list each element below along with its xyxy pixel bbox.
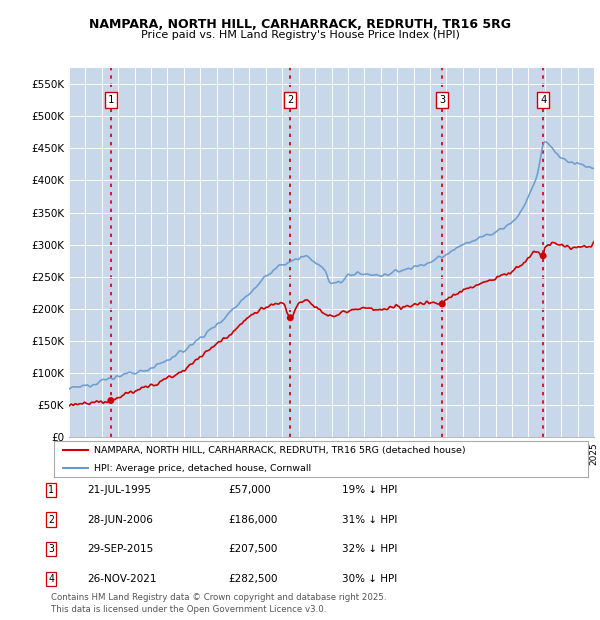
Text: 28-JUN-2006: 28-JUN-2006	[87, 515, 153, 525]
Text: 1: 1	[48, 485, 54, 495]
Text: £186,000: £186,000	[228, 515, 277, 525]
Text: NAMPARA, NORTH HILL, CARHARRACK, REDRUTH, TR16 5RG (detached house): NAMPARA, NORTH HILL, CARHARRACK, REDRUTH…	[94, 446, 466, 455]
Text: 3: 3	[48, 544, 54, 554]
Point	[437, 299, 447, 309]
Text: 2: 2	[287, 95, 293, 105]
Text: HPI: Average price, detached house, Cornwall: HPI: Average price, detached house, Corn…	[94, 464, 311, 473]
Text: £282,500: £282,500	[228, 574, 277, 584]
Text: 19% ↓ HPI: 19% ↓ HPI	[342, 485, 397, 495]
Text: 4: 4	[540, 95, 546, 105]
Text: 32% ↓ HPI: 32% ↓ HPI	[342, 544, 397, 554]
Text: Price paid vs. HM Land Registry's House Price Index (HPI): Price paid vs. HM Land Registry's House …	[140, 30, 460, 40]
Text: £57,000: £57,000	[228, 485, 271, 495]
Point	[106, 396, 116, 405]
Text: 1: 1	[108, 95, 114, 105]
Text: 3: 3	[439, 95, 445, 105]
Text: 31% ↓ HPI: 31% ↓ HPI	[342, 515, 397, 525]
Text: 21-JUL-1995: 21-JUL-1995	[87, 485, 151, 495]
Text: 26-NOV-2021: 26-NOV-2021	[87, 574, 157, 584]
Text: NAMPARA, NORTH HILL, CARHARRACK, REDRUTH, TR16 5RG: NAMPARA, NORTH HILL, CARHARRACK, REDRUTH…	[89, 19, 511, 31]
Text: 4: 4	[48, 574, 54, 584]
Text: Contains HM Land Registry data © Crown copyright and database right 2025.
This d: Contains HM Land Registry data © Crown c…	[51, 593, 386, 614]
Point	[286, 313, 295, 323]
Point	[538, 251, 548, 261]
Text: 29-SEP-2015: 29-SEP-2015	[87, 544, 153, 554]
Text: 2: 2	[48, 515, 54, 525]
Text: 30% ↓ HPI: 30% ↓ HPI	[342, 574, 397, 584]
Text: £207,500: £207,500	[228, 544, 277, 554]
